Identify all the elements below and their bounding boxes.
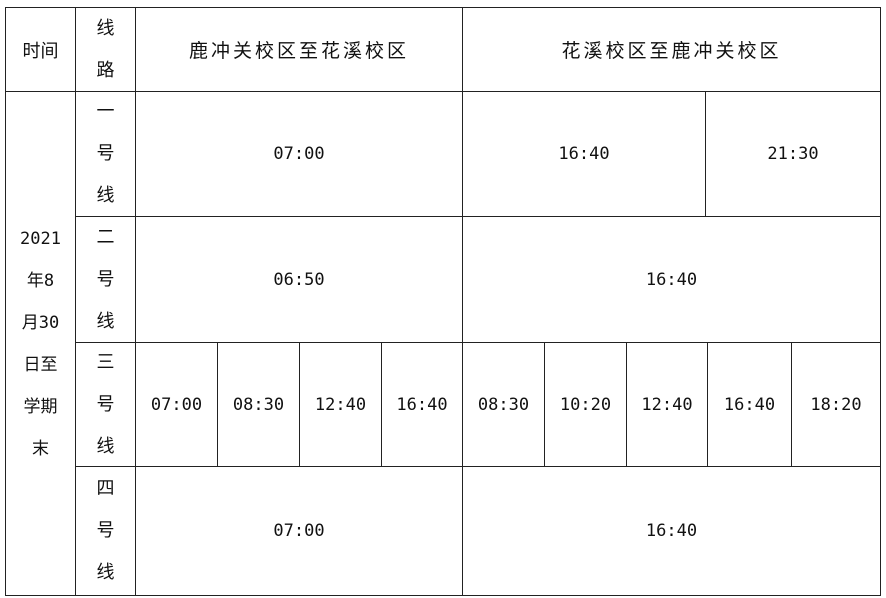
time-text: 07:00 (273, 144, 325, 164)
time-text: 12:40 (641, 394, 693, 415)
period-cell: 2021年8月30日至学期末 (5, 91, 76, 596)
table-cell: 18:20 (791, 342, 881, 467)
line-name-text: 一号线 (96, 101, 115, 206)
header-time-text: 时间 (22, 40, 59, 62)
table-cell: 16:40 (462, 91, 706, 217)
time-text: 12:40 (314, 394, 367, 415)
line-4-name: 四号线 (75, 466, 136, 596)
time-text: 18:20 (810, 394, 862, 415)
table-cell: 07:00 (135, 342, 218, 467)
table-cell: 21:30 (705, 91, 881, 217)
table-cell: 08:30 (217, 342, 300, 467)
table-cell: 12:40 (299, 342, 382, 467)
header-dir1-text: 鹿冲关校区至花溪校区 (188, 40, 409, 62)
table-cell: 08:30 (462, 342, 545, 467)
table-cell: 16:40 (707, 342, 792, 467)
line-1-name: 一号线 (75, 91, 136, 217)
time-text: 16:40 (396, 394, 448, 415)
table-cell: 12:40 (626, 342, 708, 467)
time-text: 16:40 (558, 144, 610, 164)
table-cell: 16:40 (462, 216, 881, 343)
line-name-text: 二号线 (96, 226, 115, 332)
time-text: 16:40 (645, 521, 698, 541)
time-text: 16:40 (723, 394, 776, 415)
table-cell: 16:40 (462, 466, 881, 596)
time-text: 21:30 (767, 144, 819, 164)
header-dir1: 鹿冲关校区至花溪校区 (135, 7, 463, 92)
time-text: 07:00 (150, 394, 203, 415)
table-cell: 07:00 (135, 466, 463, 596)
time-text: 06:50 (273, 269, 325, 290)
line-2-name: 二号线 (75, 216, 136, 343)
table-cell: 10:20 (544, 342, 627, 467)
line-name-text: 三号线 (96, 351, 115, 457)
line-3-name: 三号线 (75, 342, 136, 467)
period-text: 2021年8月30日至学期末 (20, 228, 61, 459)
time-text: 07:00 (273, 521, 325, 541)
header-time: 时间 (5, 7, 76, 92)
line-name-text: 四号线 (96, 478, 115, 583)
table-cell: 07:00 (135, 91, 463, 217)
header-dir2-text: 花溪校区至鹿冲关校区 (561, 40, 782, 62)
header-line: 线路 (75, 7, 136, 92)
table-cell: 06:50 (135, 216, 463, 343)
time-text: 08:30 (477, 394, 530, 415)
table-cell: 16:40 (381, 342, 463, 467)
time-text: 08:30 (232, 394, 285, 415)
time-text: 16:40 (645, 269, 698, 290)
header-line-text: 线路 (96, 17, 115, 81)
time-text: 10:20 (559, 394, 612, 415)
header-dir2: 花溪校区至鹿冲关校区 (462, 7, 881, 92)
